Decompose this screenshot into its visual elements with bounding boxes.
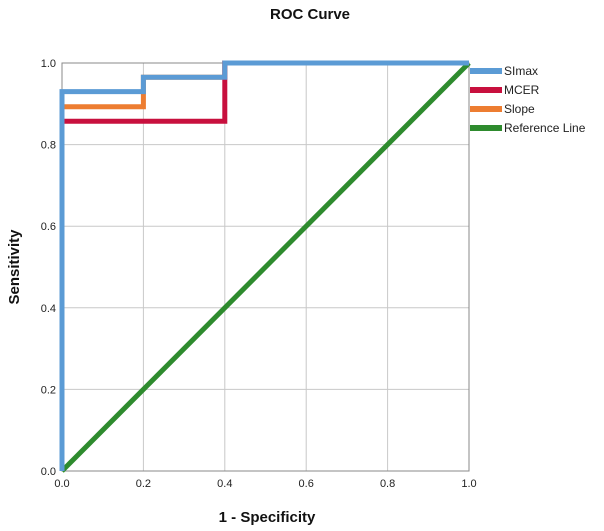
y-tick-label: 0.0 bbox=[41, 466, 56, 478]
legend-label: Slope bbox=[504, 102, 535, 116]
y-tick-label: 0.4 bbox=[41, 303, 56, 315]
legend-label: MCER bbox=[504, 83, 540, 97]
x-tick-label: 0.0 bbox=[54, 478, 69, 490]
tick-labels: 0.0 0.2 0.4 0.6 0.8 1.0 0.0 0.2 0.4 0.6 0.8 1.0 bbox=[41, 58, 477, 490]
x-axis-title: 1 - Specificity bbox=[219, 509, 316, 526]
series-lines bbox=[59, 60, 471, 473]
series-line-simax bbox=[59, 60, 469, 471]
y-tick-label: 0.6 bbox=[41, 221, 56, 233]
x-tick-label: 0.2 bbox=[136, 478, 151, 490]
y-tick-label: 0.2 bbox=[41, 384, 56, 396]
series-line-reference-line bbox=[60, 61, 471, 473]
chart-title: ROC Curve bbox=[270, 6, 350, 23]
x-tick-label: 0.6 bbox=[299, 478, 314, 490]
legend-label: Reference Line bbox=[504, 121, 586, 135]
y-tick-label: 0.8 bbox=[41, 140, 56, 152]
legend: SImax MCER Slope Reference Line bbox=[470, 64, 586, 135]
x-tick-label: 0.8 bbox=[380, 478, 395, 490]
x-tick-label: 1.0 bbox=[461, 478, 476, 490]
y-axis-title: Sensitivity bbox=[6, 229, 23, 305]
legend-label: SImax bbox=[504, 64, 538, 78]
y-tick-label: 1.0 bbox=[41, 58, 56, 70]
x-tick-label: 0.4 bbox=[217, 478, 232, 490]
